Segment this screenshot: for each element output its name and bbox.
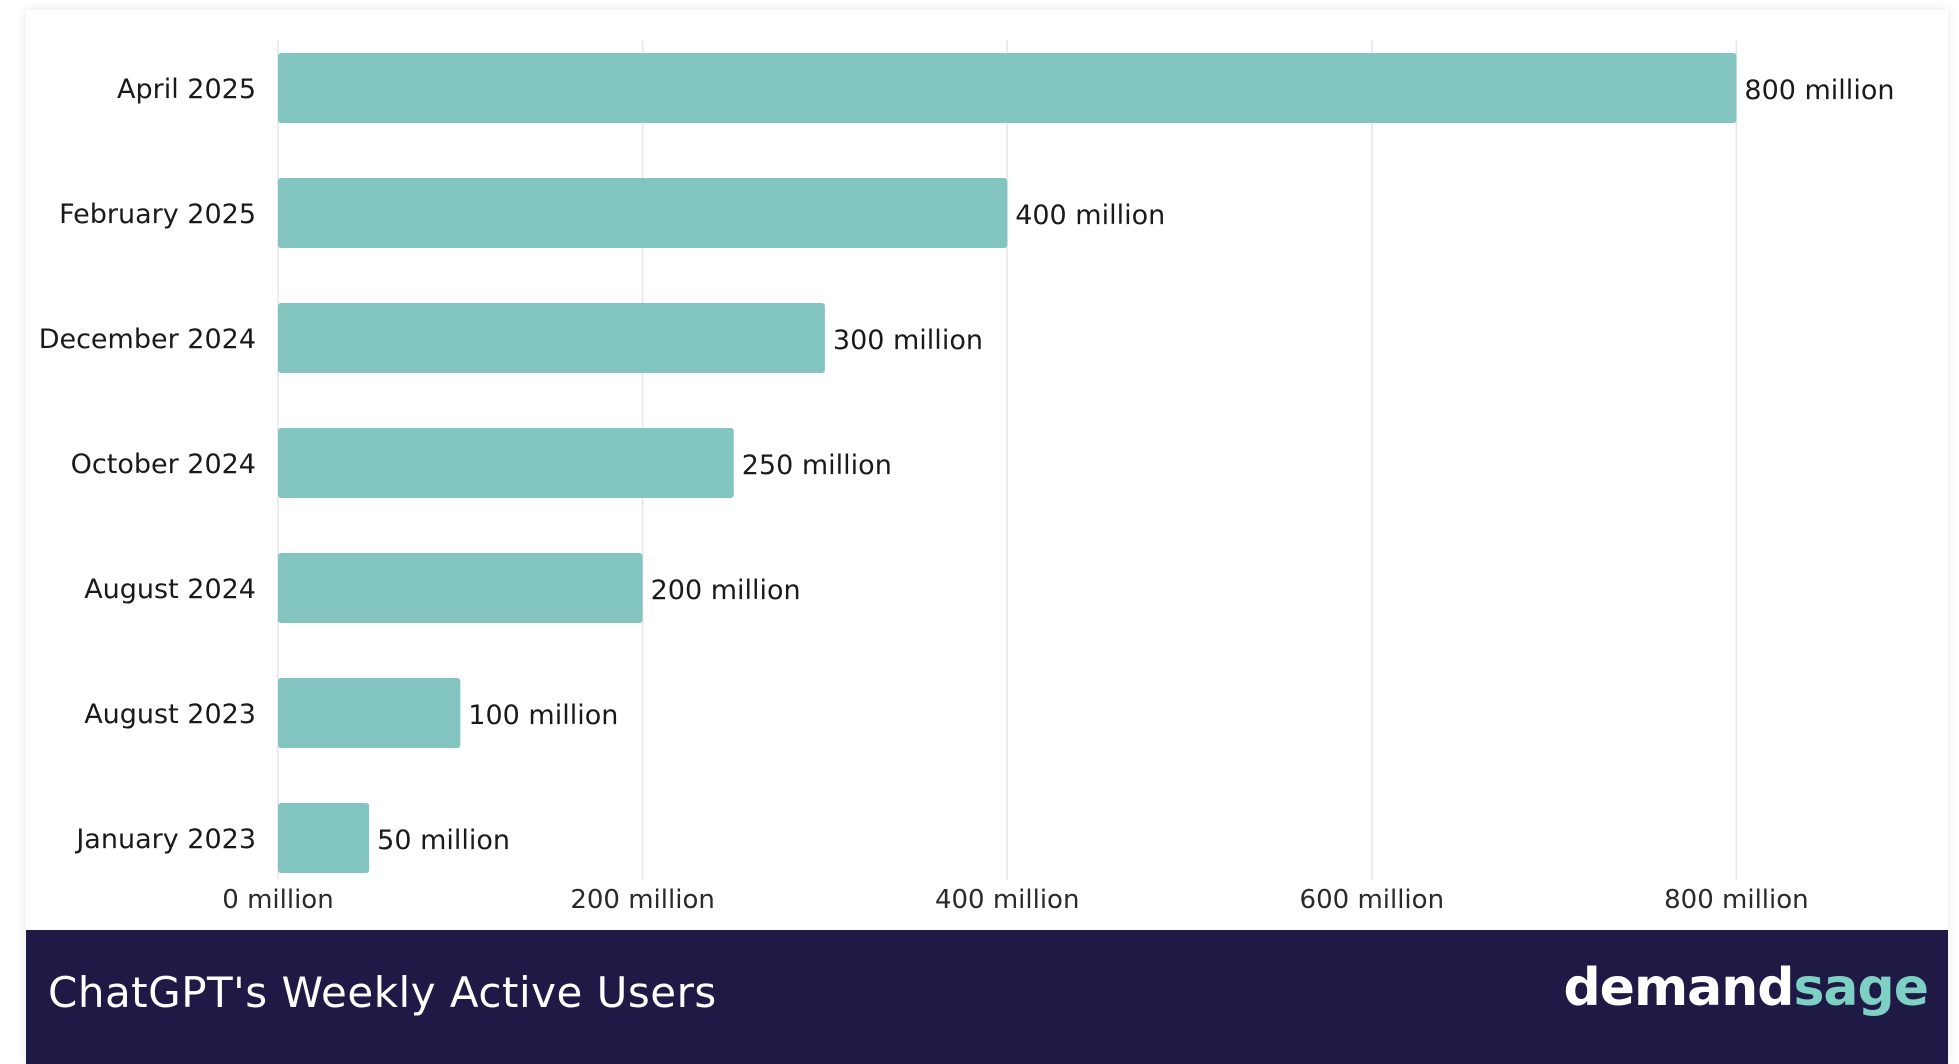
chart-footer: ChatGPT's Weekly Active Users demandsage: [26, 930, 1948, 1064]
category-label: October 2024: [71, 449, 256, 480]
bar: [278, 53, 1737, 123]
bar: [278, 303, 825, 373]
bar-chart: 0 million 200 million 400 million 600 milli…: [39, 40, 1895, 915]
x-tick-label: 600 million: [1300, 885, 1445, 915]
value-label: 250 million: [742, 450, 892, 481]
value-label: 800 million: [1744, 75, 1894, 106]
category-label: January 2023: [74, 824, 256, 855]
demandsage-logo: demandsage: [1563, 958, 1929, 1018]
value-label: 200 million: [651, 575, 801, 606]
labels: 0 million 200 million 400 million 600 milli…: [39, 74, 1895, 915]
bar: [278, 428, 734, 498]
value-label: 100 million: [468, 700, 618, 731]
x-tick-label: 800 million: [1664, 885, 1809, 915]
x-tick-label: 400 million: [935, 885, 1080, 915]
bar: [278, 553, 643, 623]
category-label: April 2025: [117, 74, 256, 105]
bar: [278, 678, 461, 748]
value-label: 300 million: [833, 325, 983, 356]
value-label: 400 million: [1015, 200, 1165, 231]
bar: [278, 178, 1008, 248]
logo-text-sage: sage: [1793, 958, 1929, 1018]
chart-card: 0 million 200 million 400 million 600 milli…: [26, 10, 1948, 1064]
x-tick-label: 200 million: [570, 885, 715, 915]
bars: [278, 53, 1737, 873]
category-label: August 2024: [84, 574, 256, 605]
category-label: December 2024: [39, 324, 256, 355]
bar: [278, 803, 370, 873]
value-label: 50 million: [377, 825, 510, 856]
logo-text-demand: demand: [1563, 958, 1794, 1018]
category-label: February 2025: [59, 199, 256, 230]
category-label: August 2023: [84, 699, 256, 730]
chart-plot-area: 0 million 200 million 400 million 600 milli…: [26, 10, 1948, 930]
x-tick-label: 0 million: [222, 885, 333, 915]
chart-title: ChatGPT's Weekly Active Users: [48, 968, 717, 1017]
